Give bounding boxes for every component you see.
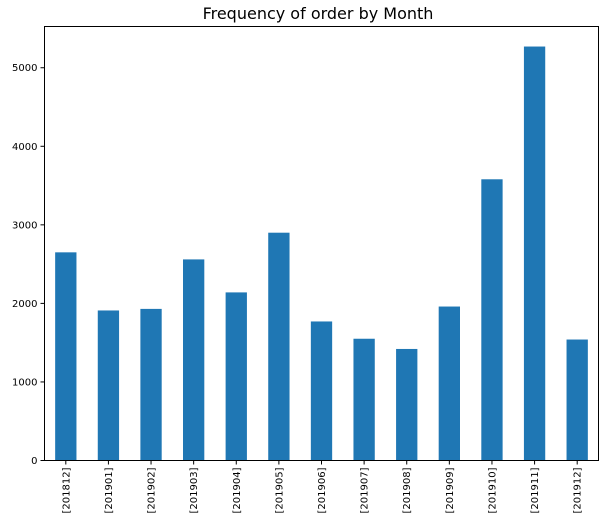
x-tick-label: [201910] [487,467,498,513]
y-tick-label: 4000 [12,142,37,153]
bar-201908 [396,348,418,461]
y-tick-label: 3000 [12,220,37,231]
bar-201902 [140,308,162,461]
x-tick-label: [201906] [317,467,328,513]
bar-201911 [523,46,546,461]
x-tick-label: [201912] [573,467,584,513]
x-tick-label: [201904] [232,467,243,513]
x-tick-label: [201907] [360,467,371,513]
x-tick-label: [201903] [189,467,200,513]
y-tick-label: 2000 [12,299,37,310]
bar-201909 [438,306,460,461]
x-tick-label: [201902] [147,467,158,513]
y-axis: 0 1000 2000 3000 4000 5000 [12,63,45,467]
bar-201905 [268,232,290,461]
x-tick-label: [201901] [104,467,115,513]
bar-201907 [353,338,375,461]
x-tick-label: [201905] [274,467,285,513]
bar-201906 [310,321,333,461]
plot-frame [44,26,599,461]
bar-201903 [183,259,205,461]
x-axis: [201812] [201901] [201902] [201903] [201904]… [61,460,584,513]
bars-group [55,46,588,461]
bar-201904 [225,292,247,461]
bar-201910 [481,179,503,461]
y-tick-label: 5000 [12,63,37,74]
y-tick-label: 0 [31,456,37,467]
x-tick-label: [201911] [530,467,541,513]
bar-201812 [55,252,77,461]
x-tick-label: [201812] [61,467,72,513]
bar-201912 [566,339,588,461]
chart-title: Frequency of order by Month [203,4,434,23]
bar-201901 [97,310,120,461]
x-tick-label: [201908] [402,467,413,513]
x-tick-label: [201909] [445,467,456,513]
y-tick-label: 1000 [12,377,37,388]
